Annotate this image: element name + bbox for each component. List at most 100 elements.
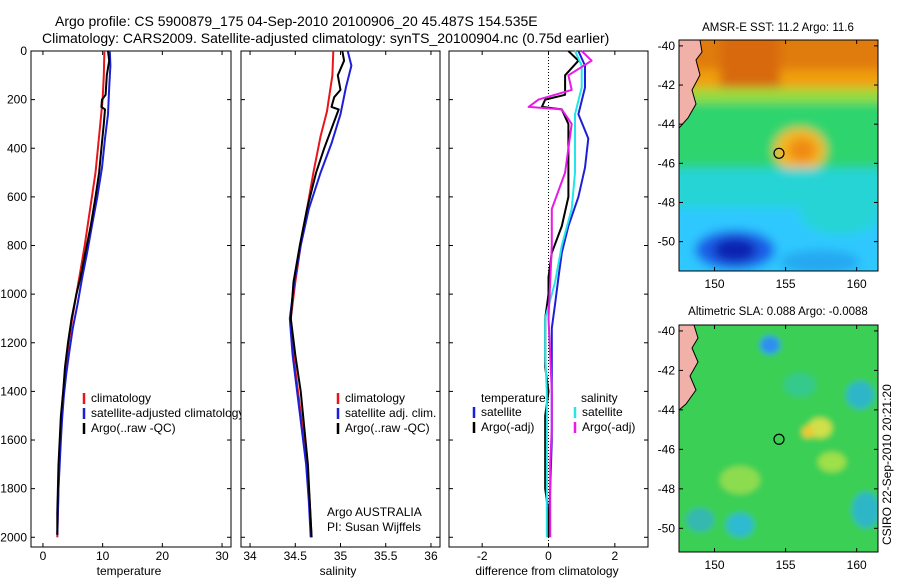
institution-label: Argo AUSTRALIA — [327, 505, 422, 519]
pi-label: PI: Susan Wijffels — [327, 520, 421, 534]
x-tick-label: 2 — [611, 549, 618, 563]
sla-map-title: Altimetric SLA: 0.088 Argo: -0.0088 — [688, 306, 868, 318]
sla-lat-ticks: -40 -42 -44 -46 -48 -50 — [658, 324, 878, 535]
lon-tick-label: 160 — [847, 558, 867, 572]
x-tick-label: 35.5 — [374, 549, 398, 563]
lat-tick-label: -44 — [658, 403, 676, 417]
temperature-x-label: temperature — [97, 564, 162, 578]
difference-x-label: difference from climatology — [475, 564, 618, 578]
sst-map-frame — [678, 39, 879, 272]
y-tick-label: 1800 — [0, 482, 27, 496]
series-line-satellite-adjusted-climatology — [56, 50, 112, 535]
lat-tick-label: -40 — [658, 39, 676, 53]
chart-title-line2: Climatology: CARS2009. Satellite-adjuste… — [42, 30, 609, 46]
legend-label: satellite adj. clim. — [345, 406, 436, 420]
lat-tick-label: -44 — [658, 117, 676, 131]
salinity-x-label: salinity — [320, 564, 357, 578]
y-tick-label: 400 — [7, 141, 27, 155]
lon-tick-label: 150 — [705, 558, 725, 572]
difference-panel: -2 0 2 difference from climatology tempera… — [448, 50, 649, 578]
salinity-x-ticks: 34 34.5 35 35.5 36 — [243, 51, 438, 563]
lon-tick-label: 160 — [847, 277, 867, 291]
y-tick-label: 600 — [7, 190, 27, 204]
legend-label: satellite-adjusted climatology — [91, 406, 244, 420]
lon-tick-label: 150 — [705, 277, 725, 291]
y-tick-label: 800 — [7, 239, 27, 253]
series-line-salinity-argo-adj- — [527, 50, 593, 538]
difference-y-ticks — [449, 50, 648, 538]
lon-tick-label: 155 — [776, 558, 796, 572]
legend-label: climatology — [91, 391, 151, 405]
sst-field — [679, 40, 878, 271]
difference-legend: temperature salinitysatelliteArgo(-adj)sa… — [472, 391, 635, 434]
y-tick-label: 0 — [20, 44, 27, 58]
tasmania-landmass-sla — [679, 325, 699, 411]
lon-tick-label: 155 — [776, 277, 796, 291]
salinity-panel: 34 34.5 35 35.5 36 salinity climatologysatel… — [240, 50, 441, 578]
lat-tick-label: -48 — [658, 482, 676, 496]
sla-map-panel: Altimetric SLA: 0.088 Argo: -0.0088 -40-… — [658, 306, 879, 572]
sst-argo-location-marker — [773, 147, 785, 159]
x-tick-label: 10 — [96, 549, 110, 563]
temperature-axes-frame — [30, 50, 232, 548]
y-tick-label: 1000 — [0, 287, 27, 301]
sst-map-title: AMSR-E SST: 11.2 Argo: 11.6 — [702, 22, 854, 34]
sst-lat-ticks: -40 -42 -44 -46 -48 -50 — [658, 39, 878, 249]
sla-field — [679, 325, 878, 552]
temperature-y-ticks: 0 200 400 600 800 1000 1200 1400 1600 1800 2000 — [0, 44, 231, 544]
y-tick-label: 1400 — [0, 384, 27, 398]
x-tick-label: 0 — [40, 549, 47, 563]
y-tick-label: 1600 — [0, 433, 27, 447]
x-tick-label: 30 — [215, 549, 229, 563]
legend-label: climatology — [345, 391, 405, 405]
legend-group-temperature: temperature — [481, 391, 546, 405]
lat-tick-label: -50 — [658, 521, 676, 535]
temperature-series — [56, 50, 112, 538]
legend-label: Argo(-adj) — [582, 420, 635, 434]
difference-x-ticks: -2 0 2 — [477, 51, 618, 563]
salinity-axes-frame — [240, 50, 441, 548]
x-tick-label: 35 — [334, 549, 348, 563]
tasmania-landmass — [679, 40, 703, 129]
temperature-panel: 0 200 400 600 800 1000 1200 1400 1600 1800 2000 0 1… — [0, 44, 244, 578]
sst-map-panel: AMSR-E SST: 11.2 Argo: 11.6 -40 -42 -44 -46… — [658, 22, 879, 291]
x-tick-label: 34 — [243, 549, 257, 563]
x-tick-label: 0 — [545, 549, 552, 563]
x-tick-label: 34.5 — [284, 549, 308, 563]
y-tick-label: 1200 — [0, 336, 27, 350]
series-line-argo-raw-qc- — [289, 50, 346, 538]
legend-label: satellite — [481, 405, 522, 419]
lat-tick-label: -46 — [658, 442, 676, 456]
legend-group-salinity: salinity — [581, 391, 618, 405]
y-tick-label: 2000 — [0, 530, 27, 544]
legend-label: satellite — [582, 405, 623, 419]
lat-tick-label: -46 — [658, 156, 676, 170]
sst-lon-ticks: 150 155 160 — [705, 40, 867, 291]
timestamp-stamp: CSIRO 22-Sep-2010 20:21:20 — [880, 384, 894, 545]
temperature-x-ticks: 0 10 20 30 — [40, 51, 229, 563]
salinity-series — [288, 50, 353, 538]
x-tick-label: 20 — [156, 549, 170, 563]
x-tick-label: -2 — [477, 549, 488, 563]
lat-tick-label: -42 — [658, 363, 676, 377]
difference-series — [527, 50, 593, 538]
lat-tick-label: -42 — [658, 78, 676, 92]
series-line-argo-raw-qc- — [56, 50, 111, 535]
series-line-salinity-satellite — [544, 50, 583, 538]
lat-tick-label: -40 — [658, 324, 676, 338]
x-tick-label: 36 — [424, 549, 438, 563]
sla-argo-location-marker — [773, 433, 785, 445]
legend-label: Argo(-adj) — [481, 420, 534, 434]
salinity-y-ticks — [241, 50, 440, 538]
legend-label: Argo(..raw -QC) — [91, 421, 176, 435]
lat-tick-label: -50 — [658, 235, 676, 249]
sla-map-frame — [678, 324, 879, 553]
sla-lon-ticks: 150 155 160 — [705, 325, 867, 572]
chart-title-line1: Argo profile: CS 5900879_175 04-Sep-2010… — [55, 13, 538, 29]
lat-tick-label: -48 — [658, 195, 676, 209]
legend-label: Argo(..raw -QC) — [345, 421, 430, 435]
y-tick-label: 200 — [7, 93, 27, 107]
